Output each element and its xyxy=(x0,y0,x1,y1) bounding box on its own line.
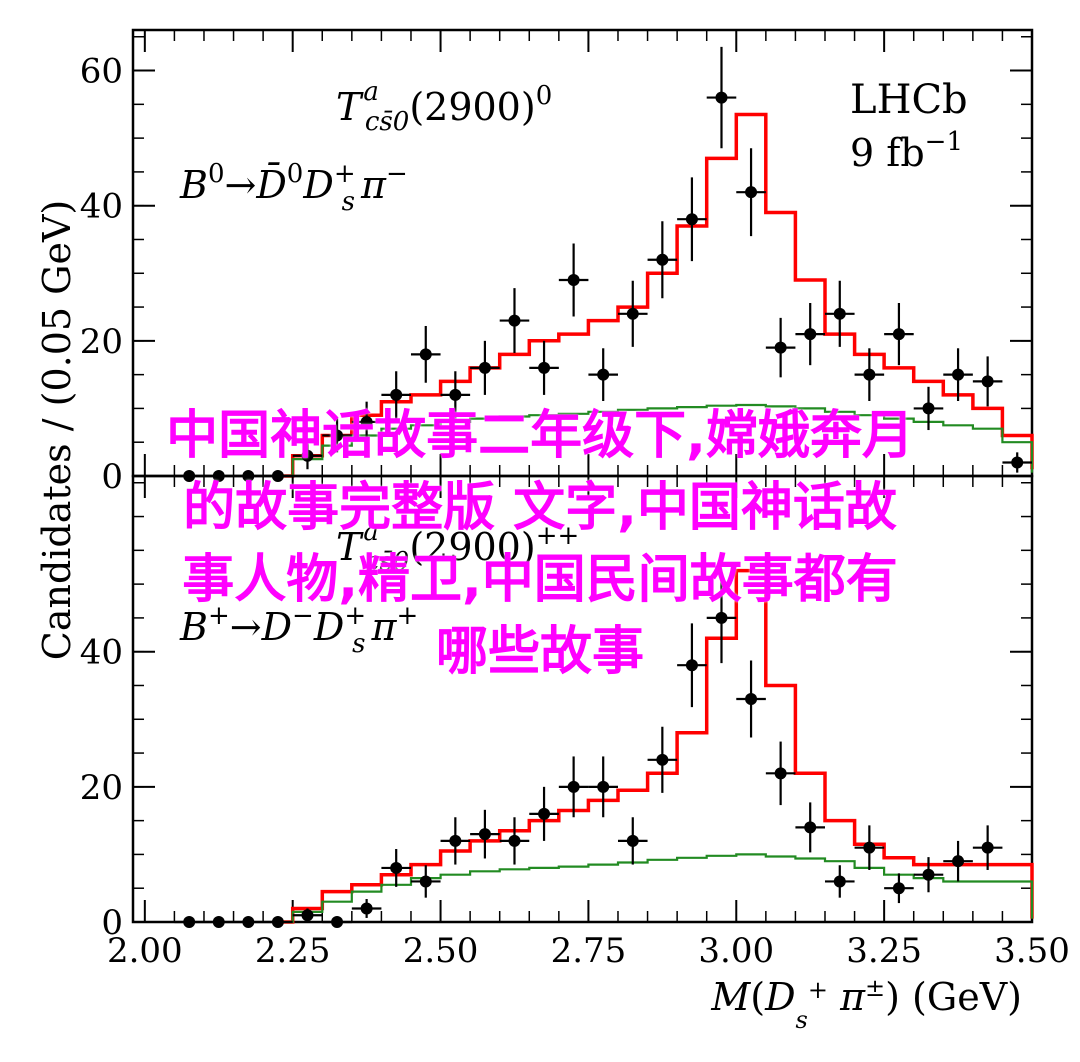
data-point xyxy=(804,328,817,341)
plot-frame xyxy=(131,474,1034,924)
data-point xyxy=(360,902,373,915)
data-point xyxy=(331,916,344,928)
data-point xyxy=(508,314,521,327)
experiment-label: LHCb xyxy=(850,77,968,123)
data-point xyxy=(567,274,580,287)
data-point xyxy=(301,449,314,462)
data-point xyxy=(626,834,639,847)
data-point xyxy=(656,753,669,766)
data-point xyxy=(508,834,521,847)
data-point xyxy=(863,368,876,381)
data-point xyxy=(685,213,698,226)
x-tick-label: 3.50 xyxy=(994,931,1070,971)
bottom-panel: 0 20 40 2.00 2.25 2.50 2.75 3.00 3.25 3.50 xyxy=(80,474,1070,971)
data-point xyxy=(538,361,551,374)
background-histogram xyxy=(277,853,1034,924)
y-tick-label: 20 xyxy=(80,322,123,362)
total-fit-histogram xyxy=(277,112,1034,478)
total-fit-histogram xyxy=(277,568,1034,924)
watermark-line-3: 事人物,精卫,中国民间故事都有 xyxy=(182,550,898,610)
data-point xyxy=(833,307,846,320)
data-point xyxy=(271,916,284,928)
x-axis-label: M(Ds+ π±) (GeV) xyxy=(710,974,1022,1034)
top-resonance-label: Ta cs̄0(2900)0 xyxy=(336,77,552,137)
data-point xyxy=(626,307,639,320)
y-axis-label: Candidates / (0.05 GeV) xyxy=(35,200,79,661)
data-point xyxy=(449,834,462,847)
data-point xyxy=(360,415,373,428)
y-tick-label: 0 xyxy=(101,457,123,497)
data-point xyxy=(242,916,255,928)
y-tick-label: 20 xyxy=(80,768,123,808)
watermark-line-4: 哪些故事 xyxy=(435,622,644,682)
data-point xyxy=(863,841,876,854)
data-point xyxy=(656,253,669,266)
top-decay-label: B0→D̄0D+ s π− xyxy=(179,159,408,217)
watermark-line-2: 的故事完整版 文字,中国神话故 xyxy=(183,478,897,538)
data-point xyxy=(567,780,580,793)
data-point xyxy=(449,388,462,401)
x-tick-label: 3.00 xyxy=(698,931,774,971)
data-point xyxy=(685,659,698,672)
background-histogram xyxy=(277,403,1034,478)
data-point xyxy=(212,916,225,928)
data-point xyxy=(1011,456,1024,469)
data-point xyxy=(478,828,491,841)
data-point xyxy=(804,821,817,834)
data-point xyxy=(952,368,965,381)
luminosity-label: 9 fb−1 xyxy=(850,127,963,175)
data-point xyxy=(597,780,610,793)
x-tick-label: 2.25 xyxy=(255,931,331,971)
data-point xyxy=(981,841,994,854)
y-tick-label: 0 xyxy=(101,903,123,943)
data-point xyxy=(745,693,758,705)
y-tick-label: 40 xyxy=(80,187,123,227)
data-point xyxy=(390,388,403,401)
data-point xyxy=(419,348,432,361)
data-point xyxy=(833,875,846,888)
y-tick-label: 40 xyxy=(80,633,123,673)
data-point xyxy=(952,855,965,868)
x-tick-label: 2.75 xyxy=(551,931,627,971)
data-point xyxy=(390,861,403,874)
data-point xyxy=(981,375,994,388)
data-point xyxy=(419,875,432,888)
data-point xyxy=(538,807,551,820)
data-point xyxy=(774,341,787,354)
data-point xyxy=(597,368,610,381)
data-point xyxy=(478,361,491,374)
data-point xyxy=(922,402,935,415)
x-tick-label: 2.50 xyxy=(403,931,479,971)
bottom-decay-label: B+→D−D+ s π+ xyxy=(179,601,418,659)
y-tick-label: 60 xyxy=(80,52,123,92)
top-panel: 0 20 40 60 xyxy=(80,28,1034,497)
data-point xyxy=(183,916,196,928)
data-point xyxy=(715,91,728,104)
data-point xyxy=(892,328,905,341)
x-tick-label: 3.25 xyxy=(846,931,922,971)
data-point xyxy=(892,882,905,895)
data-point xyxy=(922,868,935,881)
data-point xyxy=(715,611,728,624)
data-point xyxy=(331,429,344,442)
data-point xyxy=(745,186,758,199)
bottom-resonance-label: Ta cs̄0(2900)++ xyxy=(336,517,579,577)
watermark-line-1: 中国神话故事二年级下,嫦娥奔月 xyxy=(166,406,914,466)
x-tick-label: 2.00 xyxy=(107,931,183,971)
data-point xyxy=(774,767,787,780)
data-point xyxy=(301,909,314,922)
